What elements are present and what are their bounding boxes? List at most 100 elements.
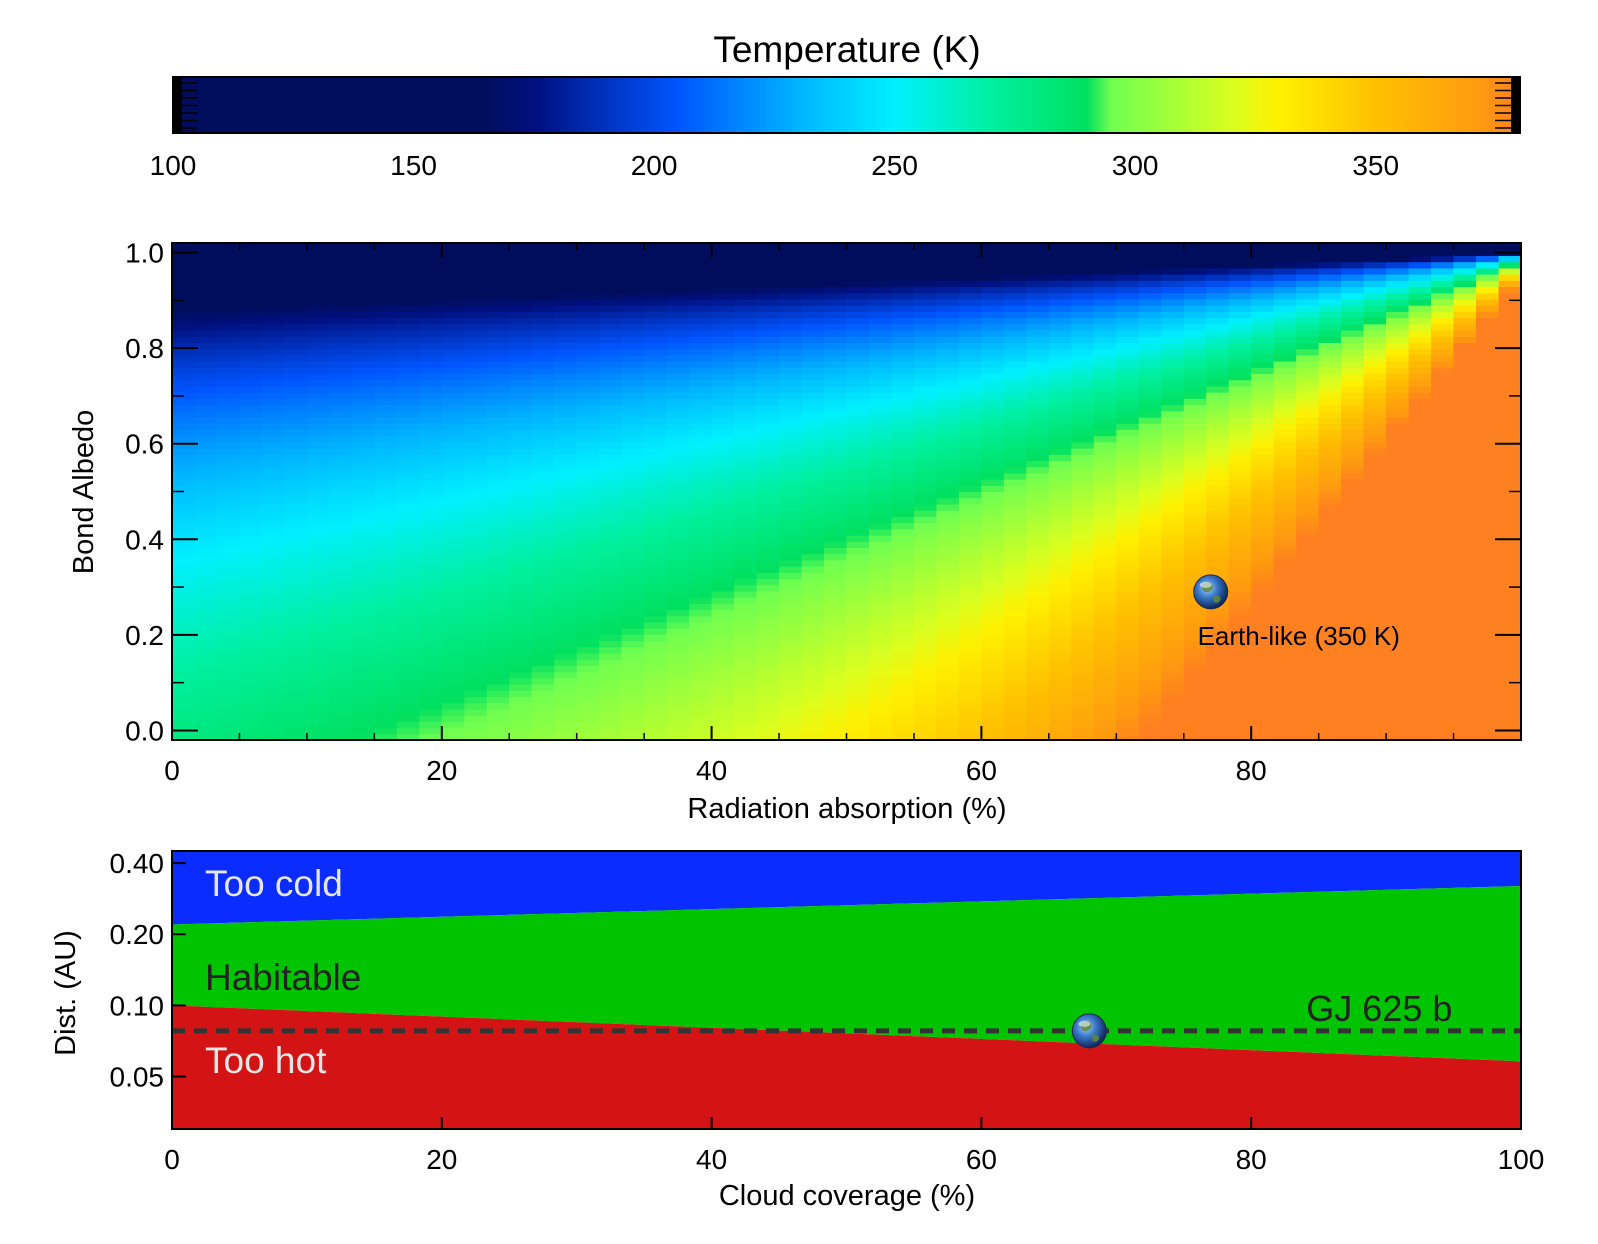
heatmap-cell bbox=[284, 553, 308, 561]
heatmap-cell bbox=[1206, 410, 1230, 418]
heatmap-cell bbox=[306, 708, 330, 716]
heatmap-cell bbox=[419, 584, 443, 592]
heatmap-cell bbox=[981, 429, 1005, 437]
heatmap-cell bbox=[374, 721, 398, 729]
heatmap-cell bbox=[958, 522, 982, 530]
heatmap-cell bbox=[1026, 292, 1050, 300]
heatmap-cell bbox=[958, 640, 982, 648]
heatmap-cell bbox=[1228, 298, 1252, 306]
heatmap-cell bbox=[261, 267, 286, 275]
heatmap-cell bbox=[216, 298, 241, 306]
heatmap-cell bbox=[891, 479, 915, 486]
heatmap-cell bbox=[1048, 472, 1072, 480]
heatmap-cell bbox=[576, 522, 600, 530]
heatmap-cell bbox=[1498, 640, 1521, 648]
heatmap-cell bbox=[913, 671, 938, 679]
heatmap-cell bbox=[531, 708, 555, 716]
heatmap-cell bbox=[1296, 590, 1320, 598]
heatmap-cell bbox=[554, 578, 578, 586]
heatmap-cell bbox=[329, 503, 353, 511]
heatmap-cell bbox=[1251, 609, 1275, 617]
heatmap-cell bbox=[689, 503, 713, 511]
heatmap-cell bbox=[846, 472, 870, 480]
heatmap-cell bbox=[1498, 292, 1521, 300]
heatmap-cell bbox=[891, 528, 915, 536]
heatmap-cell bbox=[261, 448, 286, 455]
heatmap-cell bbox=[1071, 429, 1095, 437]
heatmap-cell bbox=[1206, 460, 1230, 468]
heatmap-cell bbox=[576, 298, 600, 306]
heatmap-cell bbox=[824, 659, 848, 667]
heatmap-cell bbox=[1093, 311, 1117, 319]
heatmap-cell bbox=[599, 404, 623, 412]
heatmap-cell bbox=[644, 354, 668, 362]
heatmap-cell bbox=[981, 367, 1005, 375]
heatmap-cell bbox=[239, 460, 263, 468]
heatmap-cell bbox=[1386, 528, 1410, 536]
heatmap-cell bbox=[801, 733, 825, 740]
heatmap-cell bbox=[1206, 497, 1230, 505]
heatmap-cell bbox=[194, 696, 218, 704]
heatmap-cell bbox=[261, 634, 286, 642]
habitable-region bbox=[172, 885, 1521, 1062]
heatmap-cell bbox=[194, 423, 218, 430]
heatmap-cell bbox=[1453, 671, 1477, 679]
heatmap-cell bbox=[621, 708, 645, 716]
heatmap-cell bbox=[666, 485, 690, 493]
heatmap-cell bbox=[531, 423, 555, 430]
heatmap-cell bbox=[1093, 559, 1117, 567]
heatmap-cell bbox=[1431, 547, 1455, 555]
heatmap-cell bbox=[1003, 547, 1027, 555]
heatmap-cell bbox=[1026, 566, 1050, 573]
heatmap-cell bbox=[419, 559, 443, 567]
heatmap-cell bbox=[666, 578, 690, 586]
heatmap-cell bbox=[441, 534, 465, 542]
heatmap-cell bbox=[1116, 547, 1140, 555]
heatmap-cell bbox=[824, 590, 848, 598]
heatmap-cell bbox=[1273, 286, 1297, 294]
heatmap-cell bbox=[1453, 578, 1477, 586]
heatmap-cell bbox=[554, 534, 578, 542]
heatmap-cell bbox=[509, 628, 533, 635]
heatmap-cell bbox=[396, 727, 420, 735]
heatmap-cell bbox=[1048, 677, 1072, 685]
heatmap-cell bbox=[1296, 267, 1320, 275]
heatmap-cell bbox=[1183, 329, 1207, 337]
heatmap-cell bbox=[1318, 416, 1342, 424]
heatmap-cell bbox=[194, 342, 218, 350]
heatmap-cell bbox=[666, 609, 690, 617]
heatmap-cell bbox=[261, 702, 286, 710]
heatmap-cell bbox=[1116, 628, 1140, 635]
heatmap-cell bbox=[509, 292, 533, 300]
heatmap-cell bbox=[1228, 733, 1252, 740]
heatmap-cell bbox=[1183, 497, 1207, 505]
heatmap-cell bbox=[351, 485, 375, 493]
heatmap-cell bbox=[1386, 460, 1410, 468]
heatmap-cell bbox=[1453, 292, 1477, 300]
heatmap-cell bbox=[936, 255, 960, 263]
heatmap-cell bbox=[913, 584, 938, 592]
heatmap-cell bbox=[689, 646, 713, 654]
heatmap-cell bbox=[1071, 653, 1095, 660]
heatmap-cell bbox=[284, 603, 308, 611]
heatmap-cell bbox=[621, 249, 645, 257]
heatmap-cell bbox=[1093, 429, 1117, 437]
heatmap-cell bbox=[576, 249, 600, 257]
heatmap-cell bbox=[1183, 441, 1207, 449]
gj625b-label: GJ 625 b bbox=[1306, 988, 1452, 1029]
heatmap-cell bbox=[1453, 653, 1477, 660]
heatmap-cell bbox=[1138, 690, 1162, 698]
heatmap-cell bbox=[891, 708, 915, 716]
heatmap-cell bbox=[1138, 677, 1162, 685]
heatmap-cell bbox=[1341, 249, 1365, 257]
heatmap-cell bbox=[824, 553, 848, 561]
heatmap-cell bbox=[464, 715, 488, 722]
heatmap-cell bbox=[419, 696, 443, 704]
heatmap-cell bbox=[261, 379, 286, 387]
heatmap-cell bbox=[981, 677, 1005, 685]
heatmap-cell bbox=[981, 566, 1005, 573]
heatmap-cell bbox=[261, 609, 286, 617]
heatmap-cell bbox=[554, 609, 578, 617]
heatmap-cell bbox=[756, 646, 780, 654]
heatmap-cell bbox=[621, 541, 645, 549]
